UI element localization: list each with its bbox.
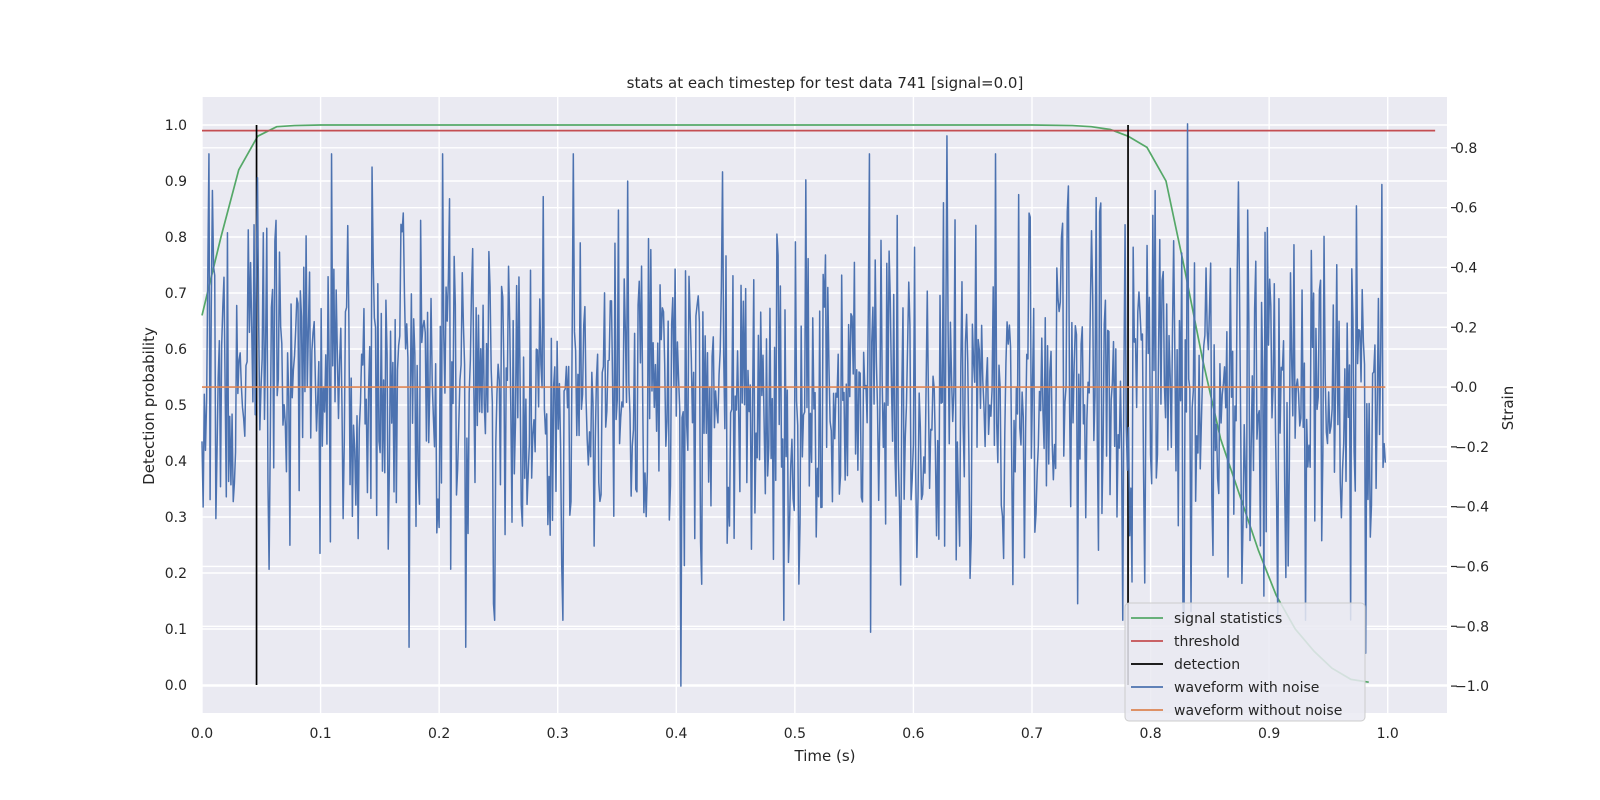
waveform-with-noise-line <box>201 123 1387 687</box>
y-right-tick-labels: −1.0 −0.8 −0.6 −0.4 −0.2 0.0 0.2 0.4 0.6 0.8 <box>1451 141 1489 695</box>
x-tick-label: 0.4 <box>665 726 687 742</box>
legend-label: detection <box>1174 657 1240 673</box>
y-right-tick-label: −0.4 <box>1455 500 1489 516</box>
y-right-tick-label: −0.8 <box>1455 619 1489 635</box>
x-tick-labels: 0.0 0.1 0.2 0.3 0.4 0.5 0.6 0.7 0.8 0.9 1.0 <box>191 726 1399 742</box>
y-left-axis-label: Detection probability <box>140 327 158 485</box>
x-tick-label: 0.8 <box>1139 726 1161 742</box>
y-right-tick-label: −0.2 <box>1455 440 1489 456</box>
x-tick-label: 0.1 <box>309 726 331 742</box>
y-right-tick-label: 0.8 <box>1455 141 1477 157</box>
x-tick-label: 0.2 <box>428 726 450 742</box>
signal-statistics-line <box>201 124 1369 684</box>
y-left-tick-label: 0.6 <box>165 342 187 358</box>
y-left-tick-label: 0.8 <box>165 230 187 246</box>
legend-label: waveform without noise <box>1174 703 1342 719</box>
x-axis-label: Time (s) <box>794 747 856 765</box>
x-tick-label: 0.0 <box>191 726 213 742</box>
x-tick-label: 0.5 <box>784 726 806 742</box>
legend-label: signal statistics <box>1174 611 1282 627</box>
x-tick-label: 0.9 <box>1258 726 1280 742</box>
legend-label: waveform with noise <box>1174 680 1319 696</box>
y-left-tick-label: 0.9 <box>165 174 187 190</box>
x-tick-label: 0.3 <box>547 726 569 742</box>
y-right-tick-label: 0.6 <box>1455 201 1477 217</box>
y-right-tick-label: 0.2 <box>1455 320 1477 336</box>
y-right-axis-label: Strain <box>1499 386 1517 430</box>
x-tick-label: 0.7 <box>1021 726 1043 742</box>
y-left-tick-label: 1.0 <box>165 118 187 134</box>
chart-title: stats at each timestep for test data 741… <box>627 74 1024 92</box>
y-right-tick-label: −1.0 <box>1455 679 1489 695</box>
x-tick-label: 1.0 <box>1377 726 1399 742</box>
y-left-tick-label: 0.4 <box>165 454 187 470</box>
y-right-tick-label: 0.4 <box>1455 260 1477 276</box>
y-left-tick-label: 0.3 <box>165 510 187 526</box>
y-left-tick-label: 0.5 <box>165 398 187 414</box>
y-left-tick-labels: 0.0 0.1 0.2 0.3 0.4 0.5 0.6 0.7 0.8 0.9 1.0 <box>165 118 187 694</box>
series-layer <box>201 123 1436 687</box>
y-left-tick-label: 0.7 <box>165 286 187 302</box>
y-left-tick-label: 0.2 <box>165 566 187 582</box>
y-right-tick-label: −0.6 <box>1455 559 1489 575</box>
legend-box <box>1124 602 1366 722</box>
y-left-tick-label: 0.0 <box>165 678 187 694</box>
legend-label: threshold <box>1174 634 1240 650</box>
x-tick-label: 0.6 <box>902 726 924 742</box>
legend: signal statistics threshold detection wavef… <box>1124 602 1366 722</box>
y-right-tick-label: 0.0 <box>1455 380 1477 396</box>
y-left-tick-label: 0.1 <box>165 622 187 638</box>
